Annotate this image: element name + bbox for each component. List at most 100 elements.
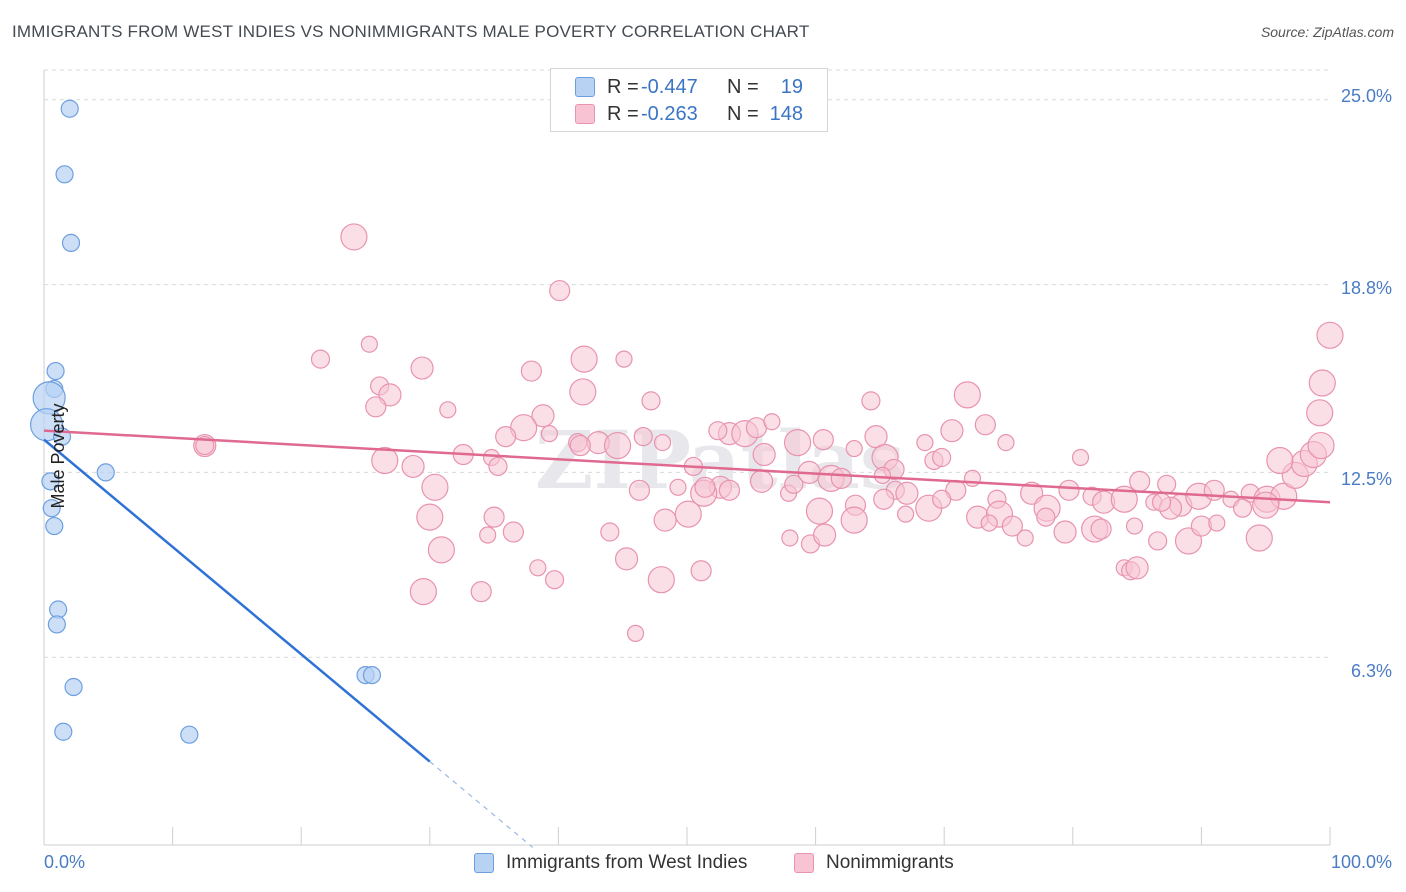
nonimmigrants-point — [1316, 321, 1344, 349]
r-value: -0.263 — [641, 102, 698, 125]
west-indies-point — [55, 165, 74, 184]
nonimmigrants-point — [1245, 524, 1273, 552]
nonimmigrants-point — [401, 454, 425, 479]
nonimmigrants-point — [1266, 446, 1294, 475]
west-indies-point — [47, 615, 66, 634]
nonimmigrants-point — [1001, 515, 1023, 537]
r-label: R = — [607, 75, 639, 98]
nonimmigrants-point — [569, 378, 597, 406]
x-tick-label-max: 100.0% — [1330, 852, 1392, 872]
nonimmigrants-point — [540, 425, 558, 443]
nonimmigrants-point — [483, 506, 505, 528]
nonimmigrants-point — [940, 419, 964, 443]
nonimmigrants-point — [932, 447, 952, 468]
nonimmigrants-point — [1157, 474, 1177, 494]
west-indies-point — [180, 725, 199, 744]
y-tick-label: 18.8% — [1340, 278, 1392, 298]
nonimmigrants-point — [479, 526, 497, 544]
nonimmigrants-point — [626, 624, 645, 642]
nonimmigrants-point — [932, 489, 952, 509]
r-value: -0.447 — [641, 75, 698, 98]
nonimmigrants-point — [549, 279, 571, 302]
nonimmigrants-point — [360, 335, 378, 353]
nonimmigrants-point — [1053, 520, 1077, 544]
legend-swatch-blue — [474, 853, 494, 873]
nonimmigrants-point — [641, 391, 661, 411]
legend-swatch-pink — [794, 853, 814, 873]
nonimmigrants-point — [427, 536, 455, 564]
nonimmigrants-point — [669, 478, 687, 496]
west-indies-point — [45, 516, 64, 536]
nonimmigrants-point — [421, 473, 449, 501]
nonimmigrants-point — [1036, 507, 1056, 527]
nonimmigrants-point — [378, 383, 402, 407]
nonimmigrants-point — [570, 345, 598, 373]
correlation-legend: R = -0.447 N = 19 R = -0.263 N = 148 — [550, 68, 828, 132]
west-indies-point — [54, 722, 73, 741]
nonimmigrants-point — [708, 421, 728, 441]
y-tick-label: 25.0% — [1340, 86, 1392, 106]
nonimmigrants-point — [1125, 556, 1149, 580]
nonimmigrants-point — [1306, 399, 1334, 427]
nonimmigrants-point — [980, 514, 998, 532]
nonimmigrants-point — [633, 427, 653, 447]
nonimmigrants-point — [1125, 517, 1144, 535]
nonimmigrants-point — [544, 570, 565, 590]
nonimmigrants-point — [600, 522, 620, 542]
nonimmigrants-point — [781, 529, 799, 547]
nonimmigrants-point — [1058, 479, 1080, 501]
nonimmigrants-point — [1151, 492, 1172, 512]
nonimmigrants-point — [749, 469, 774, 493]
legend-label: Immigrants from West Indies — [506, 852, 748, 873]
nonimmigrants-point — [1252, 491, 1280, 519]
nonimmigrants-point — [502, 521, 524, 543]
nonimmigrants-point — [997, 433, 1015, 452]
nonimmigrants-point — [628, 479, 651, 501]
nonimmigrants-point — [873, 488, 895, 510]
nonimmigrants-point — [310, 349, 331, 369]
nonimmigrants-point — [495, 426, 517, 448]
west-indies-point — [362, 665, 382, 685]
legend-item-nonimmigrants: Nonimmigrants — [794, 852, 954, 874]
west-indies-point — [46, 361, 65, 381]
n-label: N = — [727, 102, 759, 125]
nonimmigrants-point — [1232, 498, 1253, 518]
nonimmigrants-point — [615, 350, 633, 368]
nonimmigrants-point — [371, 446, 399, 475]
nonimmigrants-point — [718, 479, 741, 501]
nonimmigrants-point — [531, 404, 555, 428]
nonimmigrants-point — [1129, 470, 1151, 492]
nonimmigrants-point — [805, 497, 834, 525]
nonimmigrants-trendline — [43, 429, 1331, 504]
nonimmigrants-point — [410, 356, 434, 380]
nonimmigrants-point — [416, 503, 444, 531]
west-indies-trendline-extension — [429, 761, 534, 848]
nonimmigrants-point — [674, 500, 702, 528]
nonimmigrants-point — [812, 429, 834, 451]
nonimmigrants-point — [861, 391, 881, 411]
nonimmigrants-point — [840, 506, 868, 534]
nonimmigrants-point — [520, 360, 542, 382]
nonimmigrants-point — [1016, 529, 1034, 547]
nonimmigrants-point — [529, 559, 547, 577]
nonimmigrants-point — [1308, 369, 1336, 397]
west-indies-point — [41, 472, 60, 491]
nonimmigrants-point — [340, 223, 368, 251]
nonimmigrants-point — [409, 578, 437, 606]
legend-label: Nonimmigrants — [826, 852, 954, 873]
series-legend: Immigrants from West Indies Nonimmigrant… — [0, 852, 1406, 878]
nonimmigrants-point — [1071, 448, 1090, 467]
nonimmigrants-point — [1190, 515, 1213, 537]
nonimmigrants-point — [916, 433, 934, 452]
n-label: N = — [727, 75, 759, 98]
nonimmigrants-point — [1110, 485, 1138, 513]
nonimmigrants-point — [653, 433, 672, 452]
nonimmigrants-point — [897, 505, 915, 523]
n-value: 19 — [780, 75, 803, 98]
nonimmigrants-point — [752, 442, 776, 467]
nonimmigrants-point — [569, 434, 591, 457]
nonimmigrants-point — [1090, 518, 1112, 540]
nonimmigrants-point — [1020, 481, 1044, 505]
r-label: R = — [607, 102, 639, 125]
